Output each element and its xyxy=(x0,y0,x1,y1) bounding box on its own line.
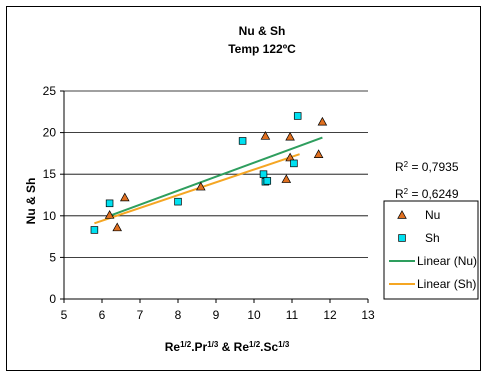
data-point-nu xyxy=(285,152,295,162)
x-tick-label: 6 xyxy=(99,308,106,322)
legend-marker-sh xyxy=(398,234,406,242)
r-squared-label: R2 = 0,7935 xyxy=(395,160,459,175)
y-axis-label: Nu & Sh xyxy=(24,178,38,225)
data-point-nu xyxy=(260,131,271,140)
data-point-sh xyxy=(238,137,247,145)
legend-label: Nu xyxy=(425,208,440,222)
legend-label: Linear (Nu) xyxy=(417,254,477,268)
y-tick-label: 25 xyxy=(43,84,57,98)
y-tick-label: 20 xyxy=(43,126,57,140)
chart-subtitle: Temp 122ºC xyxy=(228,42,296,56)
x-tick-label: 13 xyxy=(361,308,375,322)
data-point-sh xyxy=(263,177,272,185)
legend-label: Sh xyxy=(425,231,440,245)
legend-label: Linear (Sh) xyxy=(417,277,476,291)
x-tick-label: 8 xyxy=(175,308,182,322)
x-tick-label: 10 xyxy=(247,308,261,322)
data-point-sh xyxy=(259,170,268,178)
r-squared-label: R2 = 0,6249 xyxy=(395,187,459,202)
data-point-nu xyxy=(112,222,122,232)
x-tick-label: 7 xyxy=(137,308,144,322)
legend: Nu Sh Linear (Nu) Linear (Sh) xyxy=(383,200,479,300)
y-tick-label: 0 xyxy=(49,292,56,306)
x-tick-label: 11 xyxy=(286,308,299,322)
data-point-nu xyxy=(313,149,324,158)
trendline xyxy=(109,136,323,217)
data-point-nu xyxy=(196,181,206,191)
y-tick-label: 15 xyxy=(43,167,57,181)
chart-title: Nu & Sh xyxy=(239,24,286,38)
data-point-nu xyxy=(281,174,292,183)
data-point-nu xyxy=(317,116,328,126)
data-point-sh xyxy=(174,197,182,206)
x-tick-label: 12 xyxy=(323,308,337,322)
data-point-nu xyxy=(104,210,115,219)
r-squared-annotations: R2 = 0,7935 R2 = 0,6249 xyxy=(395,160,459,202)
x-tick-label: 5 xyxy=(61,308,68,322)
data-point-nu xyxy=(285,131,295,141)
y-tick-label: 10 xyxy=(43,209,57,223)
x-axis-label: Re1/2.Pr1/3 & Re1/2.Sc1/3 xyxy=(165,340,290,355)
data-point-sh xyxy=(90,226,99,234)
y-tick-label: 5 xyxy=(49,250,56,264)
data-point-sh xyxy=(290,159,298,168)
data-point-sh xyxy=(105,199,114,208)
legend-marker-nu xyxy=(397,210,407,219)
x-tick-label: 9 xyxy=(213,308,220,322)
chart-frame: Nu & Sh Temp 122ºC 0 5 10 15 20 25 5 6 7 8 9 10 11 12… xyxy=(6,6,481,371)
data-point-nu xyxy=(120,192,130,202)
data-point-sh xyxy=(293,112,302,120)
